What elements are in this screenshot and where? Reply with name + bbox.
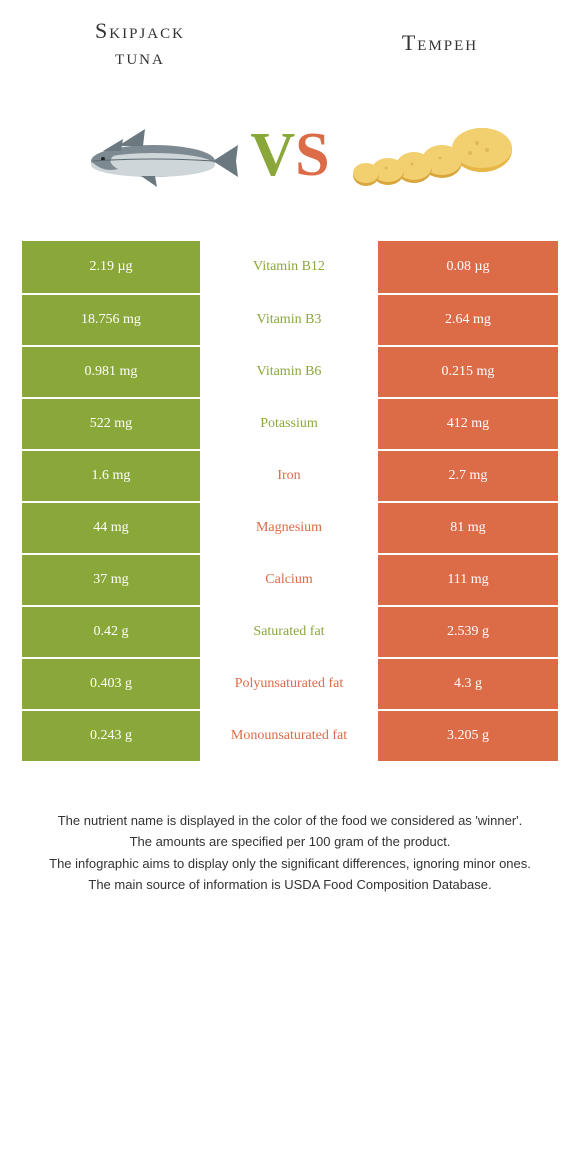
footer-line: The infographic aims to display only the…	[20, 854, 560, 874]
nutrient-table: 2.19 µgVitamin B120.08 µg18.756 mgVitami…	[22, 241, 558, 761]
left-value: 18.756 mg	[22, 295, 200, 345]
footer-line: The nutrient name is displayed in the co…	[20, 811, 560, 831]
tuna-icon	[60, 111, 240, 201]
nutrient-name: Vitamin B3	[200, 295, 378, 345]
left-food-title: Skipjack tuna	[40, 18, 240, 71]
left-value: 522 mg	[22, 399, 200, 449]
table-row: 0.243 gMonounsaturated fat3.205 g	[22, 709, 558, 761]
vs-s: S	[295, 120, 329, 191]
nutrient-name: Magnesium	[200, 503, 378, 553]
table-row: 0.42 gSaturated fat2.539 g	[22, 605, 558, 657]
right-value: 2.7 mg	[378, 451, 558, 501]
header: Skipjack tuna Tempeh	[0, 0, 580, 81]
vs-v: V	[250, 120, 295, 191]
right-value: 2.539 g	[378, 607, 558, 657]
nutrient-name: Polyunsaturated fat	[200, 659, 378, 709]
right-value: 3.205 g	[378, 711, 558, 761]
right-value: 0.08 µg	[378, 241, 558, 293]
nutrient-name: Monounsaturated fat	[200, 711, 378, 761]
left-value: 0.243 g	[22, 711, 200, 761]
tempeh-icon	[340, 111, 520, 201]
nutrient-name: Vitamin B12	[200, 241, 378, 293]
right-value: 111 mg	[378, 555, 558, 605]
vs-row: VS	[0, 81, 580, 241]
table-row: 1.6 mgIron2.7 mg	[22, 449, 558, 501]
footer-line: The amounts are specified per 100 gram o…	[20, 832, 560, 852]
nutrient-name: Calcium	[200, 555, 378, 605]
nutrient-name: Saturated fat	[200, 607, 378, 657]
footer-line: The main source of information is USDA F…	[20, 875, 560, 895]
right-value: 2.64 mg	[378, 295, 558, 345]
table-row: 44 mgMagnesium81 mg	[22, 501, 558, 553]
table-row: 18.756 mgVitamin B32.64 mg	[22, 293, 558, 345]
nutrient-name: Iron	[200, 451, 378, 501]
footer-notes: The nutrient name is displayed in the co…	[0, 761, 580, 895]
right-value: 4.3 g	[378, 659, 558, 709]
left-value: 37 mg	[22, 555, 200, 605]
right-value: 81 mg	[378, 503, 558, 553]
nutrient-name: Vitamin B6	[200, 347, 378, 397]
table-row: 37 mgCalcium111 mg	[22, 553, 558, 605]
right-value: 412 mg	[378, 399, 558, 449]
left-value: 0.42 g	[22, 607, 200, 657]
left-value: 44 mg	[22, 503, 200, 553]
table-row: 2.19 µgVitamin B120.08 µg	[22, 241, 558, 293]
left-value: 1.6 mg	[22, 451, 200, 501]
table-row: 0.981 mgVitamin B60.215 mg	[22, 345, 558, 397]
left-value: 0.403 g	[22, 659, 200, 709]
table-row: 0.403 gPolyunsaturated fat4.3 g	[22, 657, 558, 709]
left-value: 0.981 mg	[22, 347, 200, 397]
right-food-title: Tempeh	[340, 18, 540, 71]
table-row: 522 mgPotassium412 mg	[22, 397, 558, 449]
right-value: 0.215 mg	[378, 347, 558, 397]
left-value: 2.19 µg	[22, 241, 200, 293]
nutrient-name: Potassium	[200, 399, 378, 449]
vs-label: VS	[250, 120, 329, 191]
